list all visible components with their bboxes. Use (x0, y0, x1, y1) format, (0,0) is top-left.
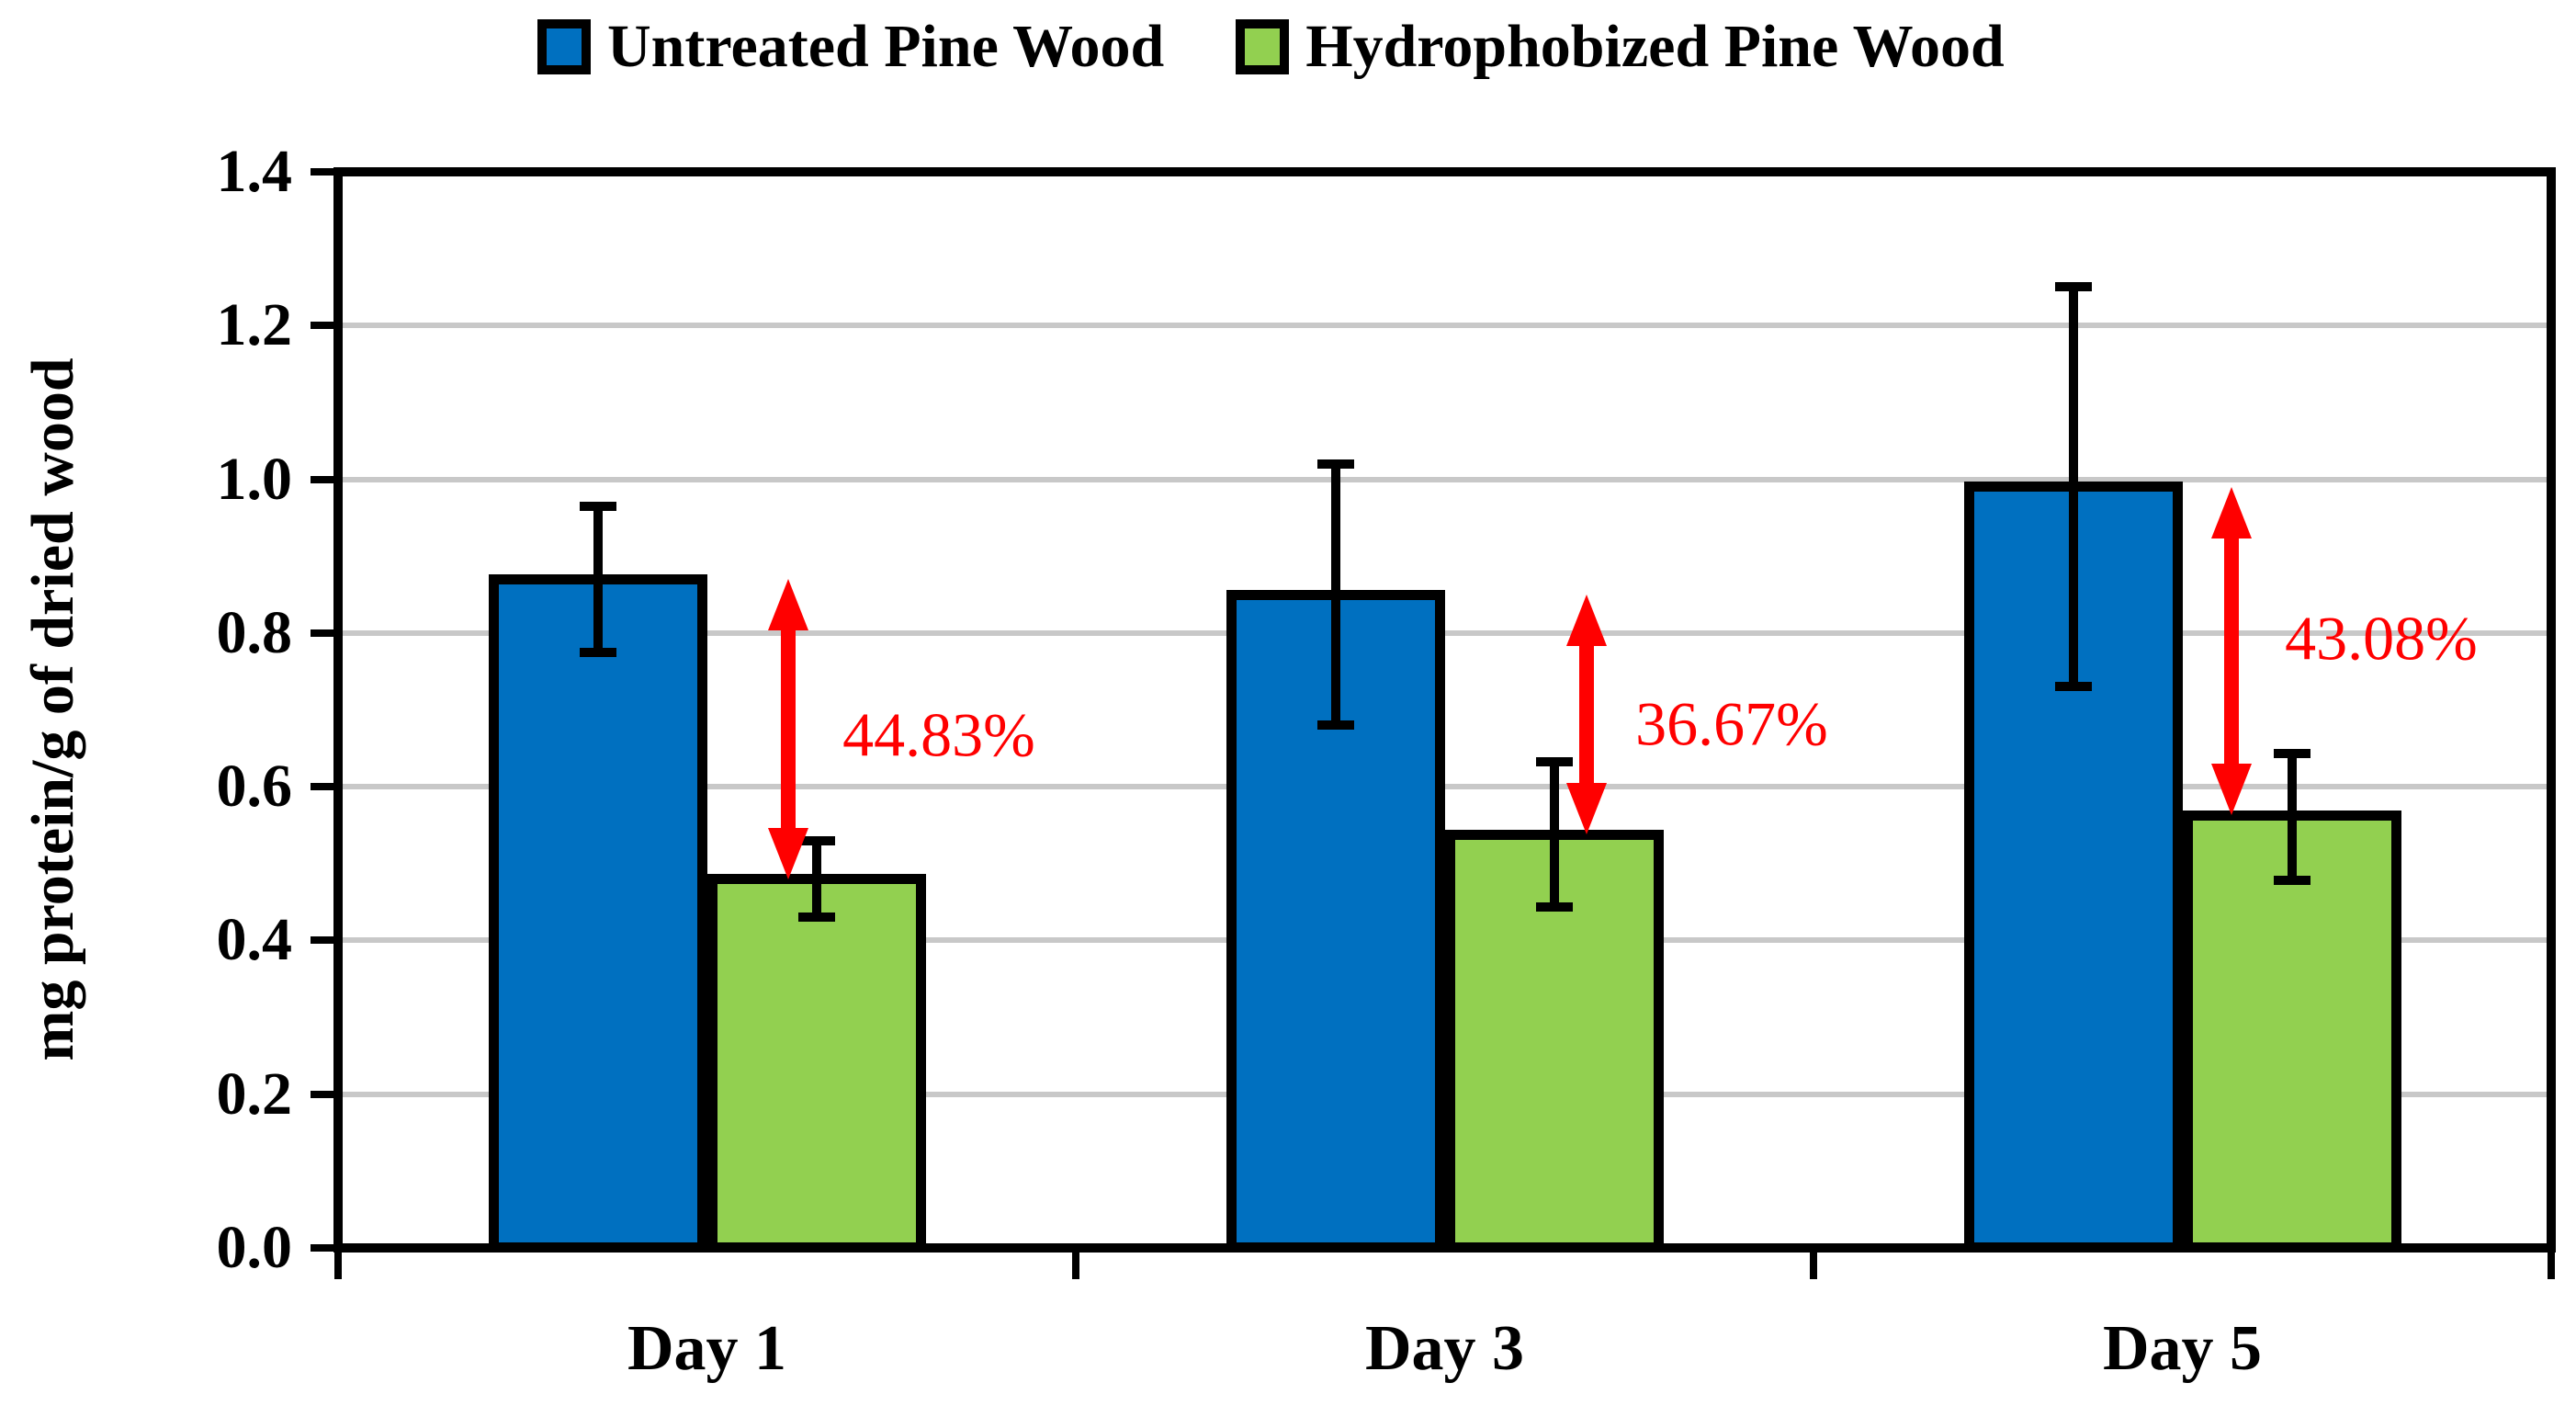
error-bar-cap-bottom (579, 647, 616, 657)
percent-reduction-label: 36.67% (1635, 688, 1828, 759)
legend-label: Hydrophobized Pine Wood (1305, 13, 2005, 80)
y-tick-label: 1.2 (216, 291, 293, 359)
gridline (338, 784, 2551, 790)
difference-arrow (2211, 486, 2252, 816)
error-bar-cap-top (2054, 282, 2092, 292)
error-bar-line (2287, 754, 2297, 881)
error-bar-cap-bottom (2273, 876, 2310, 886)
legend-swatch-icon (537, 19, 591, 74)
y-tick-label: 1.4 (216, 138, 293, 205)
error-bar-line (811, 840, 821, 918)
y-axis-tick (311, 168, 338, 176)
chart-legend: Untreated Pine Wood Hydrophobized Pine Wo… (537, 17, 2005, 77)
arrow-head-down-icon (1566, 782, 1607, 834)
percent-reduction-label: 44.83% (842, 699, 1035, 770)
error-bar-line (1549, 761, 1559, 908)
y-tick-label: 0.4 (216, 906, 293, 974)
error-bar-cap-bottom (1316, 720, 1354, 731)
x-axis-tick (1072, 1248, 1079, 1279)
y-axis-title: mg protein/g of dried wood (19, 357, 86, 1061)
x-category-label: Day 1 (627, 1313, 787, 1384)
arrow-shaft (1579, 631, 1594, 798)
gridline (338, 629, 2551, 636)
y-axis-tick (311, 629, 338, 637)
bar-hydrophobized (706, 874, 926, 1253)
bar-untreated (488, 573, 707, 1253)
y-tick-label: 0.6 (216, 753, 293, 821)
error-bar-line (2068, 287, 2078, 687)
x-axis-tick (2548, 1248, 2555, 1279)
x-category-label: Day 3 (1364, 1313, 1525, 1384)
error-bar-cap-top (797, 835, 835, 845)
x-category-label: Day 5 (2102, 1313, 2263, 1384)
difference-arrow (1566, 595, 1607, 834)
error-bar-line (1330, 463, 1340, 726)
error-bar-cap-top (1535, 756, 1573, 766)
y-axis-tick (311, 475, 338, 483)
arrow-head-up-icon (1566, 595, 1607, 647)
error-bar-cap-top (1316, 459, 1354, 469)
arrow-shaft (2224, 523, 2239, 779)
legend-swatch-icon (1236, 19, 1290, 74)
error-bar-cap-top (579, 501, 616, 511)
arrow-head-up-icon (2211, 486, 2252, 538)
y-axis-tick (311, 783, 338, 791)
arrow-head-down-icon (768, 827, 808, 879)
legend-label: Untreated Pine Wood (607, 13, 1165, 80)
y-tick-label: 0.8 (216, 598, 293, 666)
y-axis-tick (311, 1090, 338, 1098)
y-axis-tick (311, 936, 338, 945)
percent-reduction-label: 43.08% (2285, 603, 2478, 674)
y-axis-tick (311, 322, 338, 330)
gridline (338, 476, 2551, 482)
error-bar-cap-bottom (1535, 902, 1573, 913)
y-tick-label: 1.0 (216, 445, 293, 513)
y-axis-tick (311, 1244, 338, 1252)
legend-item-untreated: Untreated Pine Wood (537, 17, 1164, 77)
y-tick-label: 0.2 (216, 1060, 293, 1128)
bar-hydrophobized (2182, 810, 2401, 1253)
error-bar-line (593, 505, 603, 652)
x-axis-tick (334, 1248, 342, 1279)
gridline (338, 323, 2551, 329)
error-bar-cap-bottom (797, 913, 835, 923)
x-axis-tick (1810, 1248, 1817, 1279)
arrow-head-up-icon (768, 579, 808, 631)
arrow-head-down-icon (2211, 764, 2252, 816)
legend-item-hydrophobized: Hydrophobized Pine Wood (1236, 13, 2005, 80)
error-bar-cap-bottom (2054, 682, 2092, 692)
arrow-shaft (781, 616, 796, 843)
error-bar-cap-top (2273, 749, 2310, 759)
y-tick-label: 0.0 (216, 1214, 293, 1281)
difference-arrow (768, 579, 808, 879)
